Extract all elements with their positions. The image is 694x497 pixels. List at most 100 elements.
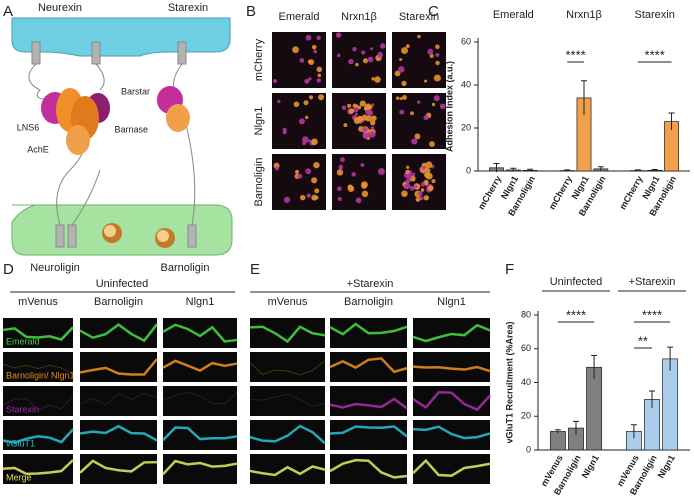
error-bar [591,355,598,380]
dendrite [412,390,491,412]
x-tick-label: Nlgn1 [580,453,601,480]
cell [337,196,342,202]
micrograph [330,420,407,450]
y-tick-label: 20 [521,411,531,421]
y-tick-label: 0 [466,165,471,175]
cell [414,185,418,189]
cell [295,169,300,174]
cell [352,103,357,109]
panel-e-title: +Starexin [347,278,394,290]
cell [409,185,415,191]
row-label: Merge [6,472,32,482]
dendrite [2,459,74,476]
bar [586,366,603,451]
column-header: Barnoligin [94,296,143,308]
bar [549,431,566,451]
cell [318,94,325,101]
cell [304,78,310,84]
cell [359,100,366,107]
error-bar [581,80,587,116]
cell [303,100,309,106]
cell [299,194,306,201]
cell [403,184,409,190]
x-tick-label: mCherry [547,174,574,211]
dendrite [162,359,238,373]
column-header: Emerald [279,11,320,23]
micrograph [163,352,237,382]
y-axis-label: vGluT1 Recruitment (%Area) [504,321,514,443]
diagram-label: Neurexin [38,2,82,14]
micrograph [3,318,73,348]
diagram-label: Barstar [121,86,150,96]
cell [361,50,366,55]
cell [316,35,321,40]
cell [435,52,440,57]
cell [420,188,425,192]
micrograph [250,386,325,416]
cell [405,173,412,180]
cell [401,80,407,87]
dendrite [249,424,326,445]
column-header: Nlgn1 [186,296,215,308]
cell [361,190,369,198]
micrograph [250,352,325,382]
micrograph [80,318,157,348]
cell [414,133,421,140]
dendrite [412,425,491,440]
diagram-label: Barnoligin [161,262,210,274]
row-label: vGluT1 [6,438,35,448]
micrograph [330,454,407,484]
micrograph [413,454,490,484]
cell [317,73,322,78]
cell [405,44,410,49]
y-tick-label: 80 [521,309,531,319]
dendrite [2,363,74,375]
group-header: Emerald [493,9,534,21]
cell [347,185,355,192]
cell [362,126,368,133]
cell [377,51,384,58]
cell [361,182,368,189]
micrograph [392,154,446,210]
dendrite [249,394,326,407]
cell [311,138,318,146]
group-header: +Starexin [629,276,676,288]
cell [424,79,428,83]
y-tick-label: 60 [461,36,471,46]
cell [439,103,446,110]
significance: **** [566,307,586,322]
diagram-label: AchE [27,144,49,154]
micrograph [80,352,157,382]
cell [370,115,377,122]
error-bar [651,168,658,172]
cell [367,56,374,63]
error-bar [649,390,655,408]
dendrite [329,458,408,479]
cell [275,166,279,171]
cell [417,191,423,196]
dendrite [329,357,408,374]
cell [353,107,359,113]
cell [313,161,320,169]
row-label: mCherry [253,38,265,81]
row-label: Nlgn1 [253,107,265,136]
dendrite [79,424,158,442]
cell [336,169,344,176]
cell [435,44,440,50]
x-tick-label: mCherry [617,174,644,211]
column-header: Starexin [399,11,439,23]
cell [341,105,347,111]
cell [355,62,359,67]
cell [411,138,418,145]
cell [362,58,368,64]
column-header: Nrxn1β [341,11,377,23]
significance: **** [645,47,665,62]
dendrite [329,322,408,336]
micrograph [163,420,237,450]
row-label: Emerald [6,336,40,346]
cell [374,76,381,83]
cell [420,182,426,187]
error-bar [527,168,534,172]
cell [337,186,342,192]
